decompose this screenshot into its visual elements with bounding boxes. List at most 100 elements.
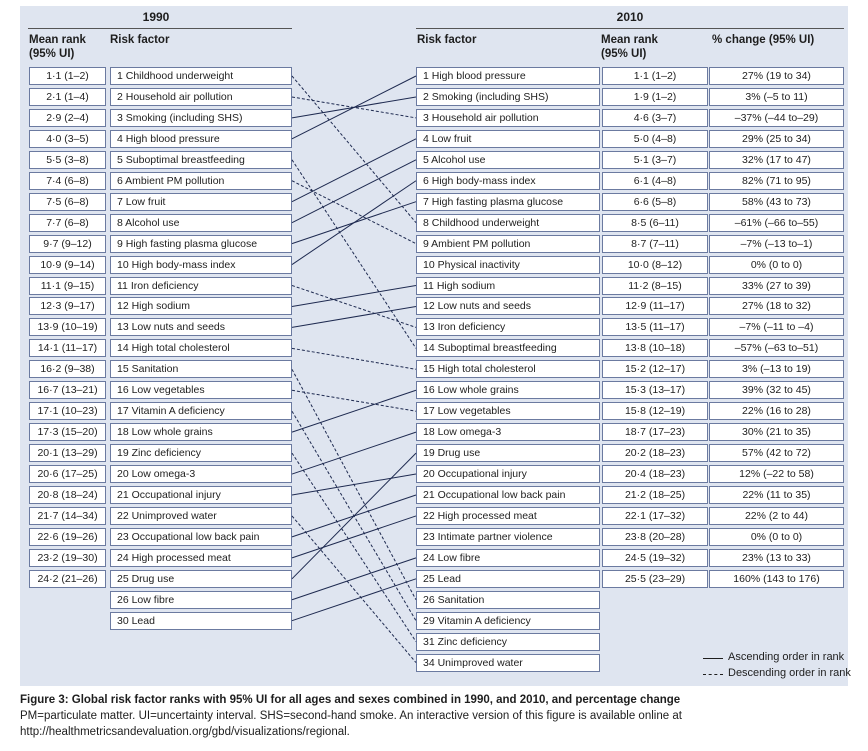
factor-2010-cell: 1 High blood pressure [416,67,600,85]
pct-change-2010-cell: 23% (13 to 33) [709,549,844,567]
rank-2010-cell: 24·5 (19–32) [602,549,708,567]
caption-abbreviations: PM=particulate matter. UI=uncertainty in… [20,710,682,722]
rank-1990-cell: 21·7 (14–34) [29,507,106,525]
rank-2010-cell: 10·0 (8–12) [602,256,708,274]
factor-2010-cell: 8 Childhood underweight [416,214,600,232]
pct-change-2010-cell: 30% (21 to 35) [709,423,844,441]
rank-1990-cell: 24·2 (21–26) [29,570,106,588]
rank-2010-cell: 6·1 (4–8) [602,172,708,190]
factor-1990-cell: 3 Smoking (including SHS) [110,109,292,127]
pct-change-2010-cell: 0% (0 to 0) [709,256,844,274]
rank-1990-cell: 11·1 (9–15) [29,277,106,295]
rank-1990-cell: 23·2 (19–30) [29,549,106,567]
factor-1990-cell: 5 Suboptimal breastfeeding [110,151,292,169]
rank-1990-cell: 16·7 (13–21) [29,381,106,399]
rank-2010-cell: 23·8 (20–28) [602,528,708,546]
factor-2010-cell: 3 Household air pollution [416,109,600,127]
factor-1990-cell: 21 Occupational injury [110,486,292,504]
rank-link-solid [291,452,417,580]
rank-2010-cell: 15·8 (12–19) [602,402,708,420]
pct-change-2010-cell: 39% (32 to 45) [709,381,844,399]
factor-1990-cell: 25 Drug use [110,570,292,588]
rank-1990-cell: 1·1 (1–2) [29,67,106,85]
pct-change-2010-cell: 22% (11 to 35) [709,486,844,504]
rank-link-dashed [291,75,417,223]
factor-1990-cell: 13 Low nuts and seeds [110,318,292,336]
legend-dashed-line [703,674,723,675]
rank-2010-cell: 8·5 (6–11) [602,214,708,232]
pct-change-2010-cell: 27% (18 to 32) [709,297,844,315]
factor-2010-cell: 34 Unimproved water [416,654,600,672]
rank-link-solid [291,285,417,307]
factor-1990-cell: 15 Sanitation [110,360,292,378]
factor-1990-cell: 2 Household air pollution [110,88,292,106]
rank-1990-cell: 17·1 (10–23) [29,402,106,420]
rank-1990-cell: 7·4 (6–8) [29,172,106,190]
pct-change-2010-cell: 57% (42 to 72) [709,444,844,462]
factor-1990-cell: 9 High fasting plasma glucose [110,235,292,253]
legend-ascending: Ascending order in rank [728,651,845,663]
factor-1990-cell: 4 High blood pressure [110,130,292,148]
pct-change-2010-cell: 3% (–5 to 11) [709,88,844,106]
factor-2010-cell: 10 Physical inactivity [416,256,600,274]
factor-2010-cell: 13 Iron deficiency [416,318,600,336]
factor-1990-cell: 6 Ambient PM pollution [110,172,292,190]
rank-1990-cell: 20·1 (13–29) [29,444,106,462]
rank-2010-cell: 1·1 (1–2) [602,67,708,85]
factor-2010-cell: 21 Occupational low back pain [416,486,600,504]
rank-1990-cell: 16·2 (9–38) [29,360,106,378]
rank-2010-cell: 11·2 (8–15) [602,277,708,295]
pct-change-2010-cell: –7% (–13 to–1) [709,235,844,253]
rank-1990-cell: 17·3 (15–20) [29,423,106,441]
rank-link-solid [291,180,417,265]
year-2010-label: 2010 [616,10,644,24]
factor-2010-cell: 11 High sodium [416,277,600,295]
rank-2010-cell: 22·1 (17–32) [602,507,708,525]
rank-2010-cell: 21·2 (18–25) [602,486,708,504]
header-mean-rank-1990: Mean rank (95% UI) [29,34,86,60]
factor-1990-cell: 30 Lead [110,612,292,630]
header-mean-rank-2010: Mean rank (95% UI) [601,34,658,60]
factor-2010-cell: 7 High fasting plasma glucose [416,193,600,211]
pct-change-2010-cell: 3% (–13 to 19) [709,360,844,378]
caption-url: http://healthmetricsandevaluation.org/gb… [20,726,350,738]
pct-change-2010-cell: 33% (27 to 39) [709,277,844,295]
rank-2010-cell: 4·6 (3–7) [602,109,708,127]
legend-solid-line [703,658,723,659]
caption-title: Figure 3: Global risk factor ranks with … [20,694,681,706]
factor-1990-cell: 19 Zinc deficiency [110,444,292,462]
rank-link-solid [291,515,417,559]
rank-link-dashed [291,180,417,245]
rank-link-solid [291,75,417,140]
rank-2010-cell: 12·9 (11–17) [602,297,708,315]
rank-link-dashed [291,452,417,642]
rank-1990-cell: 2·1 (1–4) [29,88,106,106]
rank-1990-cell: 9·7 (9–12) [29,235,106,253]
rank-2010-cell: 5·1 (3–7) [602,151,708,169]
pct-change-2010-cell: 22% (16 to 28) [709,402,844,420]
rank-link-dashed [291,159,417,349]
rank-link-dashed [291,389,417,412]
pct-change-2010-cell: 58% (43 to 73) [709,193,844,211]
factor-1990-cell: 16 Low vegetables [110,381,292,399]
rank-2010-cell: 8·7 (7–11) [602,235,708,253]
rank-link-dashed [291,515,417,663]
factor-2010-cell: 29 Vitamin A deficiency [416,612,600,630]
factor-2010-cell: 19 Drug use [416,444,600,462]
rank-1990-cell: 7·5 (6–8) [29,193,106,211]
factor-2010-cell: 26 Sanitation [416,591,600,609]
factor-2010-cell: 12 Low nuts and seeds [416,297,600,315]
factor-1990-cell: 22 Unimproved water [110,507,292,525]
factor-1990-cell: 14 High total cholesterol [110,339,292,357]
rank-link-dashed [291,347,417,370]
rank-1990-cell: 20·6 (17–25) [29,465,106,483]
rank-1990-cell: 7·7 (6–8) [29,214,106,232]
factor-2010-cell: 25 Lead [416,570,600,588]
rank-2010-cell: 6·6 (5–8) [602,193,708,211]
figure-caption: Figure 3: Global risk factor ranks with … [20,692,850,740]
factor-2010-cell: 5 Alcohol use [416,151,600,169]
factor-1990-cell: 11 Iron deficiency [110,277,292,295]
rank-link-solid [291,138,417,203]
rank-2010-cell: 15·3 (13–17) [602,381,708,399]
